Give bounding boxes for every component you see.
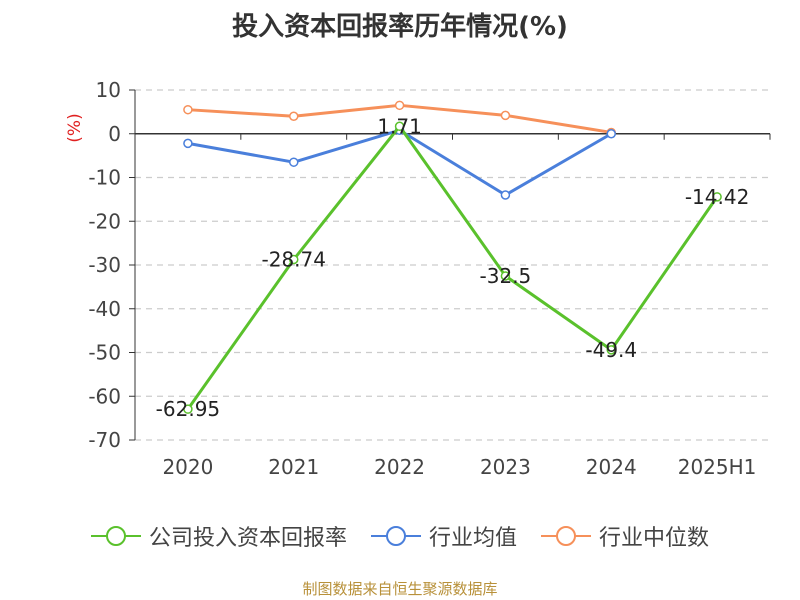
x-tick-label: 2021 [268, 455, 319, 479]
data-point [712, 192, 722, 202]
data-point [289, 254, 299, 265]
series [183, 100, 722, 414]
y-tick-label: -60 [88, 384, 121, 408]
y-tick-label: 0 [108, 122, 121, 146]
x-tick-label: 2020 [162, 455, 213, 479]
data-point [606, 129, 616, 139]
data-labels: -62.95 -28.74 1.71 -32.5 -49.4 -14.42 [156, 114, 750, 421]
y-tick-label: -50 [88, 341, 121, 365]
y-tick-label: -40 [88, 297, 121, 321]
source-note: 制图数据来自恒生聚源数据库 [302, 580, 498, 598]
y-tick-label: 10 [96, 78, 121, 102]
x-tick-label: 2024 [586, 455, 637, 479]
data-point [289, 157, 299, 167]
data-point [183, 404, 193, 414]
y-axis-label: (%) [65, 113, 85, 142]
legend: 公司投入资本回报率 行业均值 行业中位数 [0, 520, 800, 552]
data-point [394, 121, 405, 132]
legend-line-icon [370, 526, 421, 546]
data-point [394, 100, 405, 111]
grid [135, 89, 770, 441]
data-label: -14.42 [685, 185, 749, 209]
x-tick-label: 2023 [480, 455, 531, 479]
data-label: -62.95 [156, 397, 220, 421]
series-line [187, 128, 613, 197]
chart-title: 投入资本回报率历年情况(%) [232, 12, 568, 42]
data-point [500, 271, 511, 281]
axes: 10 0 -10 -20 -30 -40 -50 -60 -70 2020 2021 2022 2023… [65, 78, 771, 479]
legend-item-industry-median[interactable]: 行业中位数 [541, 520, 709, 552]
x-tick-label: 2025H1 [678, 455, 757, 479]
y-tick-label: -20 [88, 209, 121, 233]
legend-line-icon [541, 526, 591, 546]
y-tick-label: -30 [88, 253, 121, 277]
data-label: -49.4 [585, 338, 637, 362]
data-label: 1.71 [377, 114, 422, 138]
legend-item-company[interactable]: 公司投入资本回报率 [90, 520, 347, 552]
data-label: -32.5 [480, 264, 532, 288]
data-point [500, 190, 511, 200]
y-tick-label: -10 [88, 166, 121, 190]
legend-label: 行业均值 [428, 526, 517, 551]
data-point [500, 110, 511, 121]
legend-label: 公司投入资本回报率 [148, 526, 347, 551]
legend-item-industry-mean[interactable]: 行业均值 [370, 520, 517, 552]
data-point [183, 104, 193, 115]
legend-label: 行业中位数 [599, 526, 710, 551]
x-tick-label: 2022 [374, 455, 425, 479]
legend-line-icon [90, 526, 141, 546]
data-point [606, 345, 616, 355]
y-tick-label: -70 [88, 428, 121, 452]
data-point [183, 138, 193, 149]
data-point [289, 111, 299, 121]
data-label: -28.74 [262, 247, 326, 271]
series-line [186, 124, 719, 411]
